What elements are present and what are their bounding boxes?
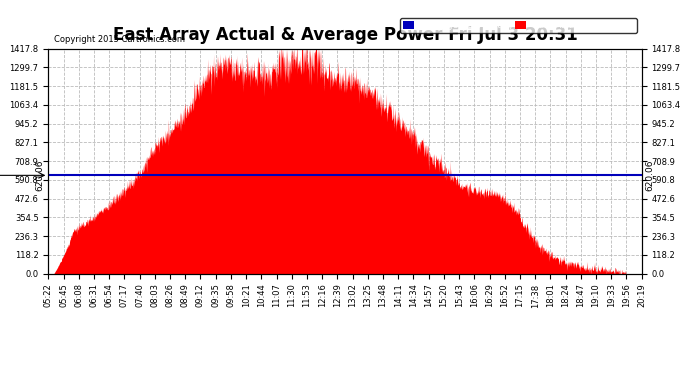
Text: Copyright 2015 Cartronics.com: Copyright 2015 Cartronics.com xyxy=(55,35,185,44)
Text: 620.06: 620.06 xyxy=(35,160,44,191)
Text: 620.06: 620.06 xyxy=(646,160,655,191)
Title: East Array Actual & Average Power Fri Jul 3 20:31: East Array Actual & Average Power Fri Ju… xyxy=(112,26,578,44)
Legend: Average  (DC Watts), East Array  (DC Watts): Average (DC Watts), East Array (DC Watts… xyxy=(400,18,637,33)
